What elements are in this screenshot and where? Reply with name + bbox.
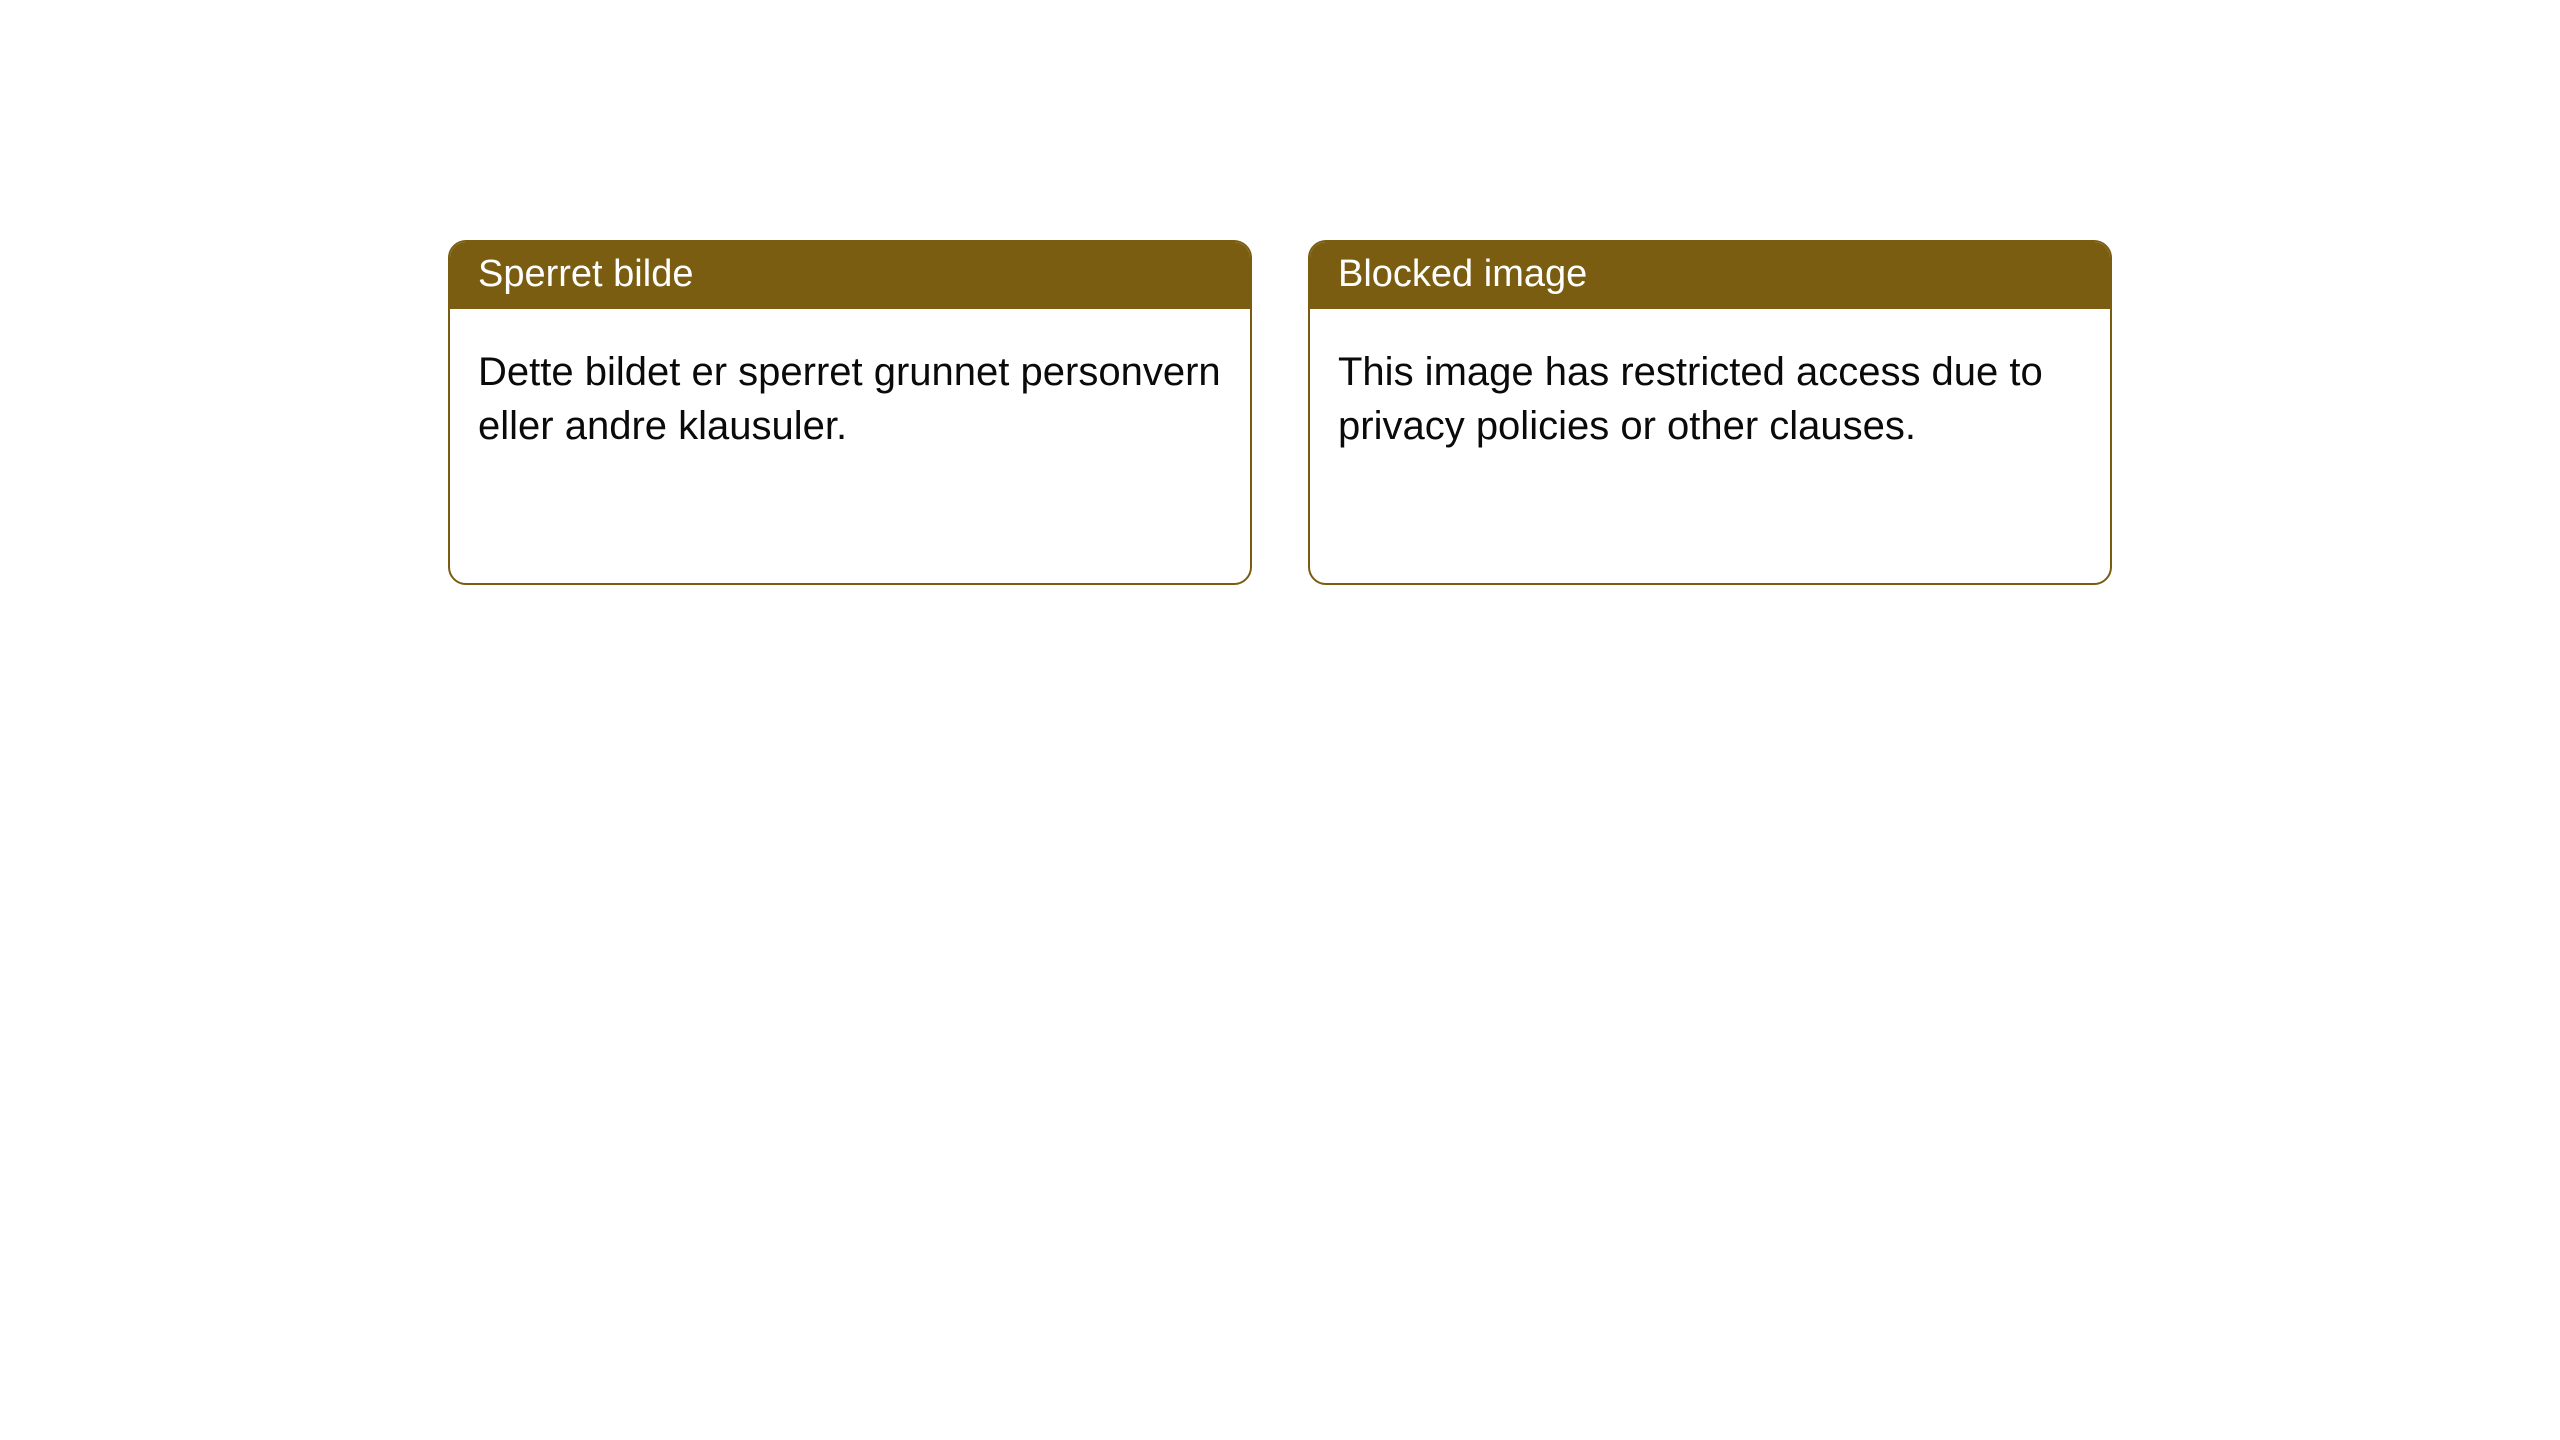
notice-card-body: Dette bildet er sperret grunnet personve… — [450, 309, 1250, 583]
notice-card-header: Sperret bilde — [450, 242, 1250, 309]
notice-card-header: Blocked image — [1310, 242, 2110, 309]
notice-container: Sperret bilde Dette bildet er sperret gr… — [0, 0, 2560, 585]
notice-card-body: This image has restricted access due to … — [1310, 309, 2110, 583]
notice-card-norwegian: Sperret bilde Dette bildet er sperret gr… — [448, 240, 1252, 585]
notice-card-english: Blocked image This image has restricted … — [1308, 240, 2112, 585]
